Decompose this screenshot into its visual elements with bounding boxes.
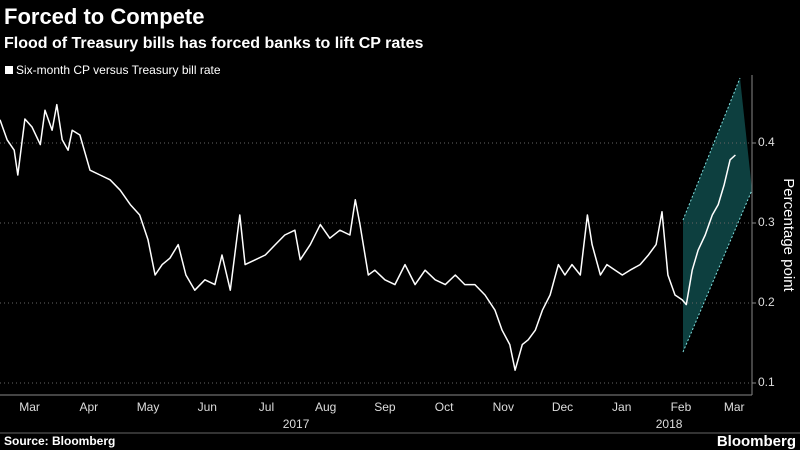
x-tick-label: Oct <box>435 400 454 414</box>
year-label: 2017 <box>283 417 310 431</box>
x-tick-label: Dec <box>552 400 573 414</box>
y-tick-label: 0.2 <box>758 295 775 309</box>
y-tick-label: 0.1 <box>758 375 775 389</box>
year-label: 2018 <box>656 417 683 431</box>
x-tick-label: Mar <box>19 400 40 414</box>
x-tick-label: Jun <box>198 400 217 414</box>
x-tick-label: Feb <box>671 400 692 414</box>
x-tick-label: Apr <box>79 400 98 414</box>
x-tick-label: Sep <box>374 400 396 414</box>
trend-channel <box>683 78 752 352</box>
x-tick-label: Mar <box>724 400 745 414</box>
legend-swatch <box>5 66 13 74</box>
x-tick-label: May <box>137 400 160 414</box>
brand: Bloomberg <box>717 433 796 450</box>
y-axis-label: Percentage point <box>780 178 797 292</box>
data-line <box>0 103 736 371</box>
y-tick-label: 0.4 <box>758 135 775 149</box>
channel-edge <box>682 77 741 221</box>
source: Source: Bloomberg <box>4 434 115 448</box>
x-tick-label: Jan <box>612 400 631 414</box>
channel-edge <box>682 189 753 353</box>
chart-title: Forced to Compete <box>4 4 204 29</box>
x-tick-label: Nov <box>493 400 514 414</box>
x-tick-label: Aug <box>315 400 336 414</box>
x-tick-label: Jul <box>259 400 274 414</box>
legend-label: Six-month CP versus Treasury bill rate <box>16 63 221 77</box>
chart-subtitle: Flood of Treasury bills has forced banks… <box>4 35 423 52</box>
y-tick-label: 0.3 <box>758 215 775 229</box>
